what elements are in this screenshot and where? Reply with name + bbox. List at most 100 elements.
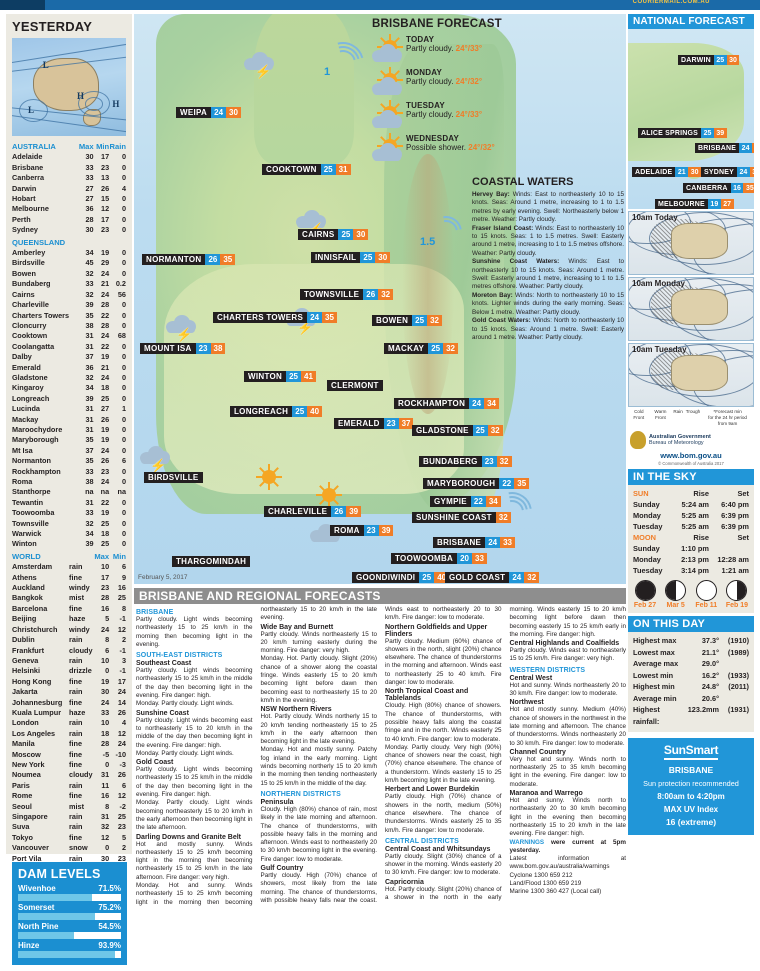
min-temp: 21 (101, 362, 110, 372)
max-temp: 31 (85, 424, 94, 434)
map-city-label[interactable]: BOWEN 25 32 (372, 315, 442, 326)
col-min-world: Min (112, 551, 126, 561)
map-city-label[interactable]: BIRDSVILLE (144, 472, 203, 483)
bom-url[interactable]: www.bom.gov.au (660, 451, 722, 460)
map-city-label[interactable]: COOKTOWN 25 31 (262, 164, 351, 175)
moon-phase-date: Feb 19 (725, 602, 749, 609)
dam-list: Wivenhoe 71.5% Somerset 75.2% North Pine 54.5… (18, 884, 121, 958)
moon-rise-col: Rise (693, 533, 709, 542)
area-heading: Sunshine Coast (136, 709, 189, 717)
max-temp: 32 (443, 343, 458, 354)
max-temp: 32 (85, 268, 94, 278)
rainfall: 0 (121, 152, 126, 162)
city-name: Dublin (12, 635, 35, 645)
rainfall: 0 (121, 268, 126, 278)
min-temp: 5 (121, 832, 126, 842)
max-temp: 0 (105, 666, 110, 676)
map-city-label[interactable]: GOONDIWINDI 25 40 (352, 572, 450, 583)
table-row: Hong Kong fine 19 17 (12, 677, 126, 687)
map-city-label[interactable]: CLERMONT (327, 380, 383, 391)
city-name: BOWEN (372, 315, 413, 326)
record-row: Highest min 24.8° (2011) (633, 681, 749, 693)
map-city-label[interactable]: MOUNT ISA 23 38 (140, 343, 226, 354)
min-temp: 24 (101, 331, 110, 341)
city-name: Mt Isa (12, 445, 33, 455)
national-city-label[interactable]: CANBERRA 16 35 (683, 183, 754, 193)
table-row: Winton 39 25 0 (12, 539, 126, 549)
forecast-text: Partly cloudy. Light winds becoming nort… (136, 766, 253, 799)
map-city-label[interactable]: MARYBOROUGH 22 35 (423, 478, 530, 489)
city-name: Christchurch (12, 624, 58, 634)
map-city-label[interactable]: GLADSTONE 25 32 (412, 425, 503, 436)
table-row: Charters Towers 35 22 0 (12, 311, 126, 321)
map-city-label[interactable]: BRISBANE 24 33 (433, 537, 515, 548)
max-temp: 11 (101, 780, 110, 790)
map-city-label[interactable]: CHARTERS TOWERS 24 35 (213, 312, 337, 323)
city-name: Moscow (12, 749, 41, 759)
table-row: Stanthorpe na na na (12, 487, 126, 497)
map-city-label[interactable]: CHARLEVILLE 26 39 (264, 506, 362, 517)
map-city-label[interactable]: GYMPIE 22 34 (430, 496, 501, 507)
min-temp: -1 (119, 614, 127, 624)
record-row: Average min 20.6° (633, 693, 749, 705)
warnings-note: WARNINGS were current at 5pm yesterday. (509, 838, 627, 854)
map-city-label[interactable]: WEIPA 24 30 (176, 107, 241, 118)
record-value: 20.6° (701, 693, 719, 703)
min-temp: 22 (101, 310, 110, 320)
map-city-label[interactable]: CAIRNS 25 30 (298, 229, 369, 240)
map-city-label[interactable]: SUNSHINE COAST 32 (412, 512, 511, 523)
record-row: Highest rainfall: 123.2mm (1931) (633, 704, 749, 727)
map-city-label[interactable]: ROCKHAMPTON 24 34 (394, 398, 499, 409)
max-temp: 39 (713, 128, 727, 138)
record-year (719, 658, 749, 670)
coastal-waters-list: Hervey Bay: Winds: East to northeasterly… (472, 191, 624, 342)
record-row: Average max 29.0° (633, 658, 749, 670)
min-temp: 19 (707, 199, 721, 209)
condition: rain (69, 853, 83, 863)
rainfall: 0 (121, 445, 126, 455)
record-year (719, 693, 749, 705)
map-city-label[interactable]: MACKAY 25 32 (384, 343, 458, 354)
min-temp: 3 (121, 655, 126, 665)
map-city-label[interactable]: BUNDABERG 23 32 (419, 456, 512, 467)
max-temp: 39 (85, 393, 94, 403)
record-row: Lowest max 21.1° (1989) (633, 647, 749, 659)
queensland-forecast-map[interactable]: ⚡ ⚡ ⚡ ⚡ ⚡ (134, 14, 626, 584)
city-name: Paris (12, 780, 30, 790)
max-temp: 37 (85, 445, 94, 455)
city-name: Longreach (12, 393, 50, 403)
city-name: Auckland (12, 583, 45, 593)
min-temp: 6 (121, 780, 126, 790)
table-row: Barcelona fine 16 8 (12, 604, 126, 614)
map-city-label[interactable]: GOLD COAST 24 32 (445, 572, 540, 583)
map-city-label[interactable]: INNISFAIL 25 30 (311, 252, 391, 263)
map-city-label[interactable]: WINTON 25 41 (244, 371, 316, 382)
map-city-label[interactable]: TOOWOOMBA 20 33 (391, 553, 487, 564)
sunsmart-panel: SunSmart BRISBANE Sun protection recomme… (628, 738, 754, 835)
min-temp: 23 (363, 525, 379, 536)
sky-row: Monday 2:13 pm 12:28 am (633, 554, 749, 565)
record-value: 123.2mm (687, 705, 719, 714)
national-city-label[interactable]: ALICE SPRINGS 25 39 (638, 128, 727, 138)
map-city-label[interactable]: EMERALD 23 37 (334, 418, 414, 429)
sky-row: Monday 5:25 am 6:39 pm (633, 510, 749, 521)
sun-behind-cloud-icon (372, 100, 406, 129)
map-city-label[interactable]: THARGOMINDAH (172, 556, 251, 567)
min-temp: 13 (101, 173, 110, 183)
national-city-label[interactable]: SYDNEY2438 (701, 167, 754, 177)
national-city-label[interactable]: DARWIN 25 30 (678, 55, 740, 65)
map-city-label[interactable]: NORMANTON 26 35 (142, 254, 236, 265)
map-city-label[interactable]: TOWNSVILLE 26 32 (300, 289, 394, 300)
full-moon-icon (695, 580, 717, 601)
max-temp: 18 (101, 728, 110, 738)
max-temp: 33 (85, 279, 94, 289)
min-temp: 25 (292, 406, 308, 417)
national-city-label[interactable]: ADELAIDE 21 30 (632, 167, 701, 177)
record-year: (2011) (728, 682, 749, 691)
map-city-label[interactable]: ROMA 23 39 (330, 525, 394, 536)
map-city-label[interactable]: LONGREACH 25 40 (230, 406, 323, 417)
national-city-label[interactable]: MELBOURNE 19 27 (655, 199, 734, 209)
bom-bureau: Bureau of Meteorology (649, 440, 704, 446)
